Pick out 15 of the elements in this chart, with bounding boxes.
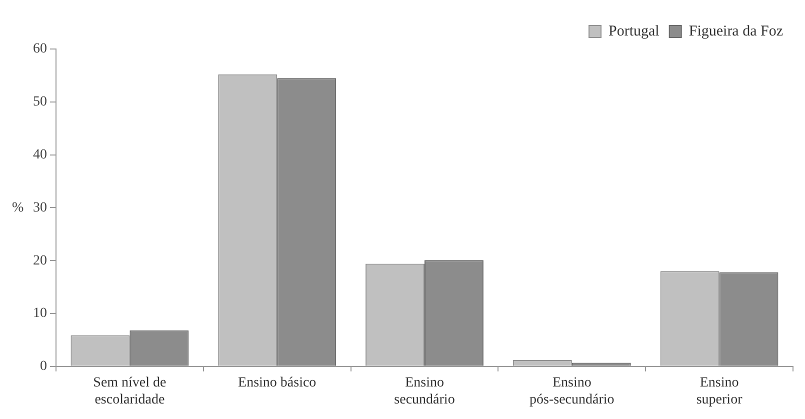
y-tick-label: 60 <box>33 42 47 57</box>
y-tick-label: 10 <box>33 306 47 322</box>
y-tick-label: 50 <box>33 94 47 110</box>
legend-label: Figueira da Foz <box>688 23 784 40</box>
x-tick-label: Ensino superior <box>696 375 743 408</box>
y-axis-title: % <box>12 200 24 216</box>
x-tick-label: Ensino secundário <box>394 375 455 408</box>
x-tick-label: Sem nível de escolaridade <box>93 375 166 408</box>
y-tick-label: 20 <box>33 253 47 268</box>
y-tick-label: 0 <box>40 359 47 374</box>
x-tick-label: Ensino básico <box>238 375 316 390</box>
y-tick-label: 40 <box>33 147 47 162</box>
legend-label: Portugal <box>608 23 660 40</box>
y-tick-label: 30 <box>33 200 47 216</box>
x-tick-label: Ensino pós-secundário <box>530 375 614 408</box>
